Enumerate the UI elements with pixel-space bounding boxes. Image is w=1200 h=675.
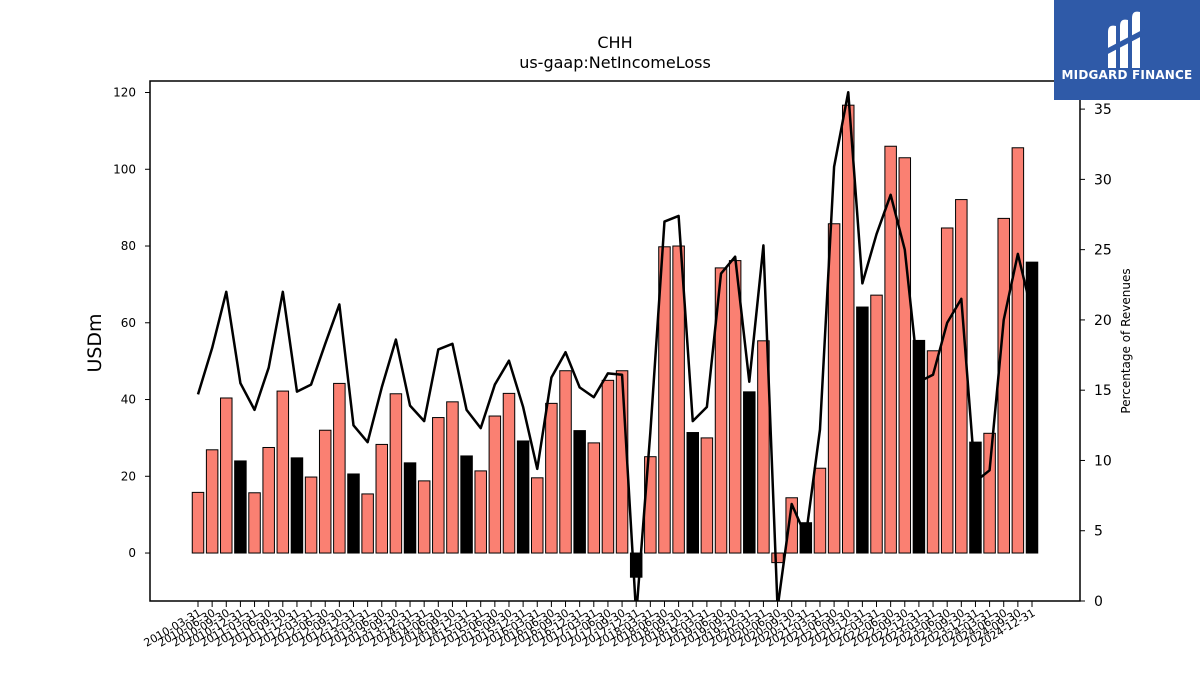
plot-area: 020406080100120051015202530352010-03-312… (113, 80, 1112, 650)
bar (191, 491, 205, 554)
bar (375, 443, 389, 554)
y2-axis-label: Percentage of Revenues (1119, 268, 1133, 413)
plot-frame (149, 80, 1081, 602)
bar (276, 390, 290, 554)
bar (474, 470, 487, 554)
bar (983, 432, 996, 554)
y-tick-label: 0 (128, 546, 136, 560)
bar (771, 552, 784, 564)
bar (601, 379, 615, 554)
y-tick-label: 40 (121, 393, 136, 407)
bar (417, 480, 431, 554)
midgard-logo-icon (1104, 11, 1146, 69)
bar (333, 382, 346, 554)
y2-tick-label: 35 (1094, 102, 1112, 118)
bar (502, 392, 516, 554)
bar (912, 339, 926, 554)
bar (220, 397, 233, 554)
y-tick-label: 80 (121, 239, 136, 253)
y2-tick-label: 30 (1094, 172, 1112, 188)
bar (969, 441, 982, 554)
bar (728, 260, 742, 554)
bar (757, 340, 770, 554)
bar (262, 446, 275, 554)
chart-title: CHH (597, 33, 632, 52)
y-tick-label: 120 (113, 86, 136, 100)
bar (1011, 147, 1025, 554)
bar (1025, 261, 1039, 554)
bar (884, 145, 897, 554)
bar (856, 306, 869, 554)
bar (573, 430, 586, 554)
bar (488, 415, 502, 554)
y2-tick-label: 0 (1094, 594, 1103, 610)
bar (940, 227, 954, 554)
bar (559, 370, 572, 554)
bar (743, 391, 756, 554)
bar (446, 401, 459, 554)
bar (460, 455, 473, 554)
y-tick-label: 60 (121, 316, 136, 330)
y2-tick-label: 25 (1094, 243, 1112, 259)
bar (785, 497, 798, 554)
y2-tick-label: 20 (1094, 313, 1112, 329)
bar (629, 552, 643, 578)
bar (672, 245, 685, 554)
bar (290, 457, 304, 554)
bar (926, 350, 940, 554)
bar (997, 217, 1010, 554)
bar (799, 522, 813, 554)
bar (205, 449, 219, 554)
series-line (196, 90, 1034, 601)
bar (304, 476, 318, 554)
bar (432, 417, 445, 554)
chart-subtitle: us-gaap:NetIncomeLoss (519, 53, 711, 72)
bar (248, 492, 261, 554)
bar (714, 267, 728, 554)
y2-tick-label: 10 (1094, 453, 1112, 469)
bar (587, 442, 601, 554)
y-axis-label: USDm (84, 313, 106, 372)
y2-tick-label: 5 (1094, 524, 1103, 540)
bar (955, 199, 968, 554)
bar (700, 437, 714, 554)
bar (318, 429, 332, 554)
bar (403, 462, 417, 554)
y2-tick-label: 15 (1094, 383, 1112, 399)
plot-clip-group (191, 90, 1039, 601)
bar (658, 246, 671, 554)
bar (545, 402, 558, 554)
bar (516, 440, 530, 554)
bar (813, 467, 827, 554)
bar (870, 294, 883, 554)
bar (898, 157, 912, 554)
bar (347, 473, 360, 554)
y-tick-label: 100 (113, 162, 136, 176)
bar (389, 393, 403, 554)
y-tick-label: 20 (121, 469, 136, 483)
logo: MIDGARD FINANCE (1054, 0, 1200, 100)
bar (827, 223, 841, 554)
bar (531, 477, 544, 554)
logo-text: MIDGARD FINANCE (1061, 68, 1193, 82)
bar (361, 493, 374, 554)
bar (841, 104, 855, 554)
bar (686, 432, 699, 554)
bar (234, 460, 247, 554)
